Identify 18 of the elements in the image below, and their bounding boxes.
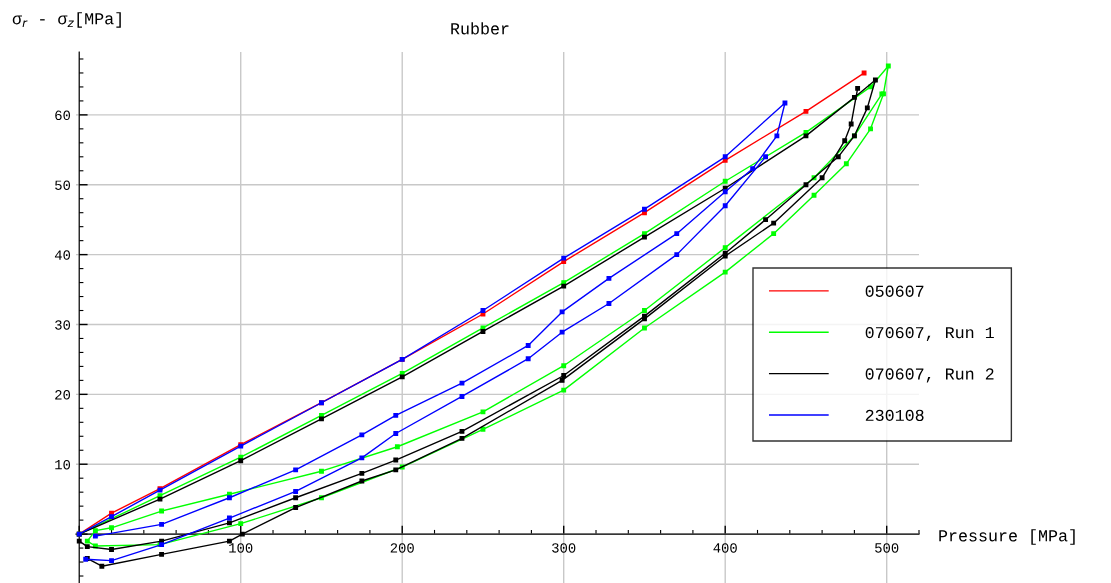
y-tick-label: 60 xyxy=(55,110,71,121)
legend-label: 050607 xyxy=(865,285,924,297)
x-tick-label: 200 xyxy=(390,543,414,553)
y-tick-label: 10 xyxy=(55,459,71,470)
x-tick-label: 100 xyxy=(229,543,253,553)
x-tick-label: 400 xyxy=(713,543,737,553)
y-tick-label: 20 xyxy=(55,390,71,400)
x-tick-label: 300 xyxy=(552,543,576,553)
y-tick-label: 30 xyxy=(55,320,71,330)
y-tick-label: 50 xyxy=(55,180,71,190)
legend-label: 230108 xyxy=(865,409,924,422)
legend-label: 070607, Run 2 xyxy=(865,368,994,383)
y-axis-title: σ$_{r}$ - σ$_{z}$[MPa] xyxy=(12,12,121,28)
x-axis-title: Pressure [MPa] xyxy=(939,529,1075,545)
legend-label: 070607, Run 1 xyxy=(865,326,994,342)
y-tick-label: 40 xyxy=(54,250,71,260)
chart-title: Rubber xyxy=(451,22,509,35)
x-tick-label: 500 xyxy=(875,543,899,553)
